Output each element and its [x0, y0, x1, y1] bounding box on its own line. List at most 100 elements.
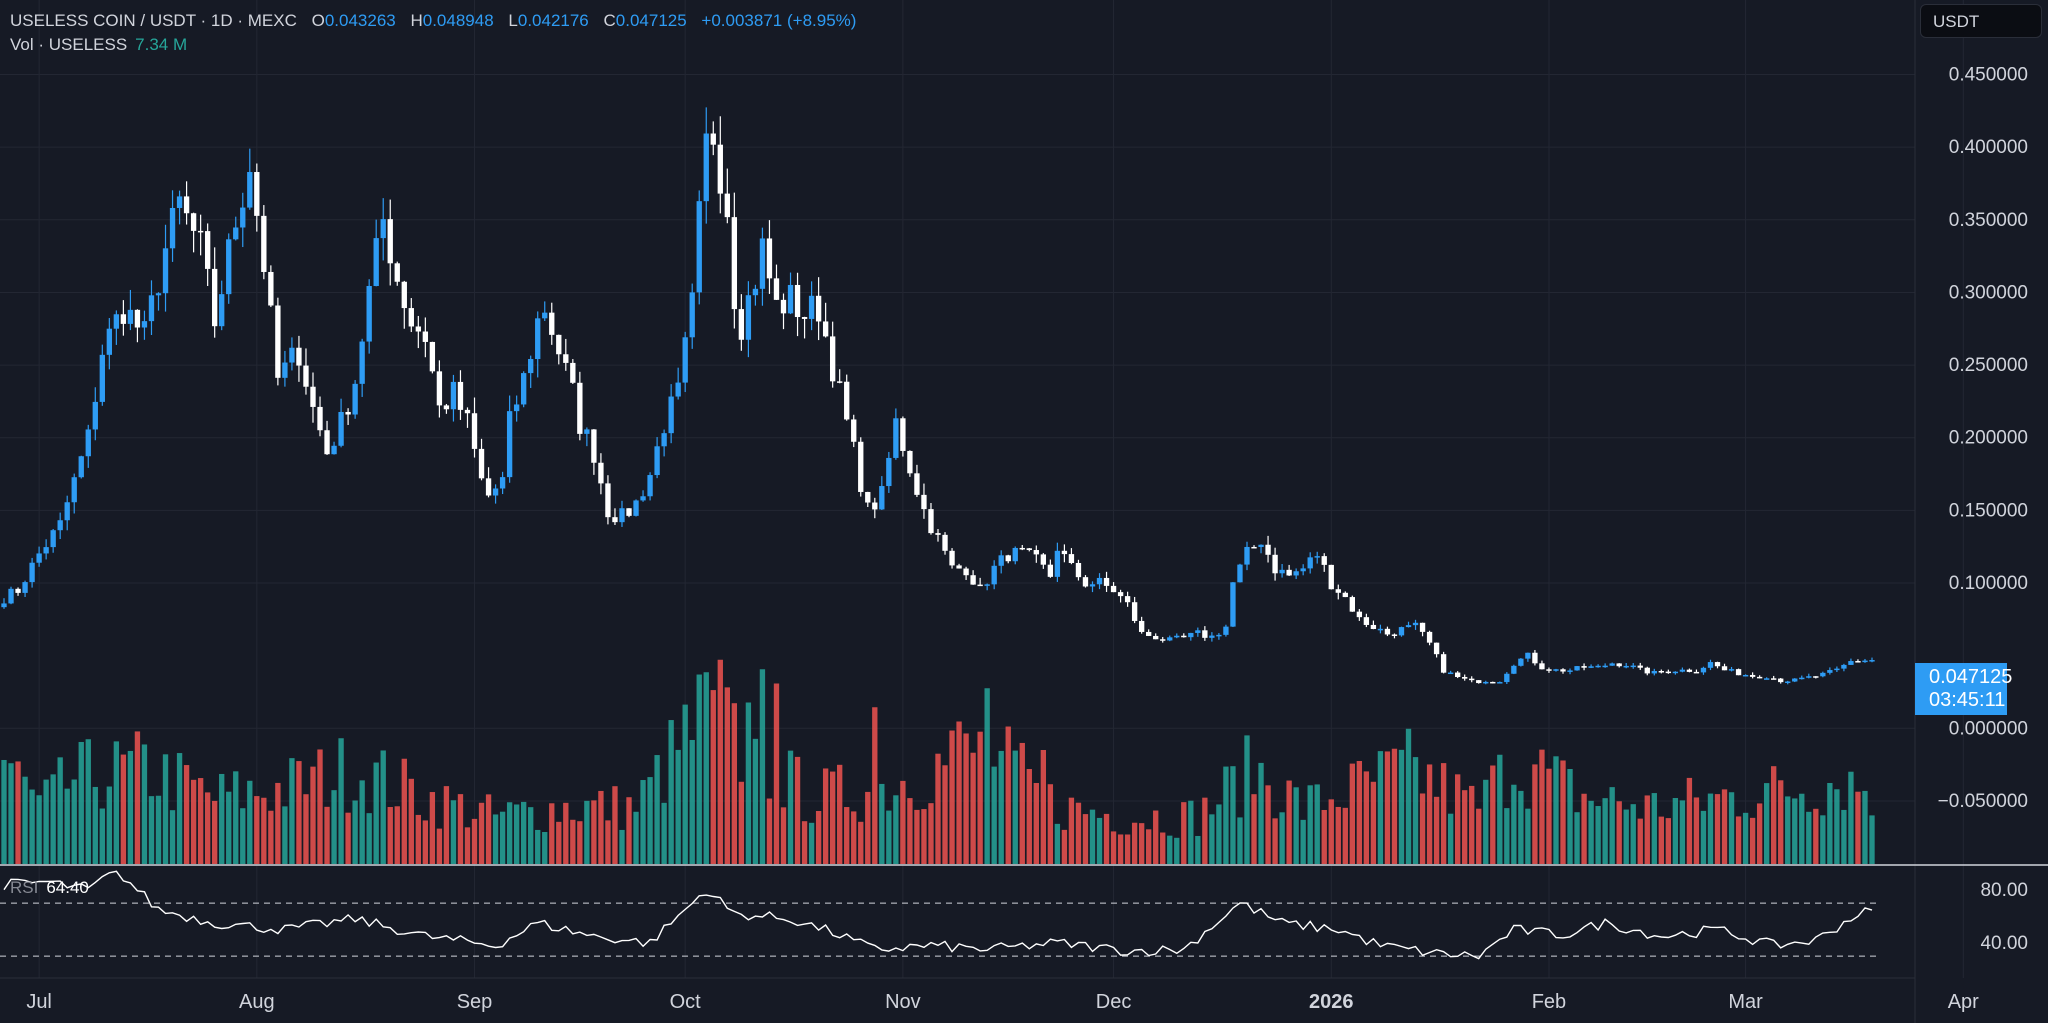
- volume-bar: [837, 764, 843, 864]
- candle-body: [450, 381, 457, 410]
- volume-bar: [43, 779, 49, 864]
- candle-body: [219, 294, 225, 327]
- candle-body: [1567, 670, 1573, 672]
- candle-body: [1384, 628, 1391, 635]
- volume-bar: [935, 753, 941, 864]
- candle-body: [380, 219, 386, 239]
- time-axis-labels: Jul Aug Sep Oct Nov Dec 2026 Feb Mar Apr: [26, 991, 1979, 1013]
- volume-bar: [1089, 809, 1096, 864]
- candle-body: [724, 193, 730, 218]
- volume-bar: [640, 780, 646, 864]
- volume-bar: [85, 739, 91, 864]
- candle-body: [359, 341, 365, 384]
- volume-bar: [1061, 829, 1068, 864]
- candle-body: [1230, 582, 1236, 627]
- candle-body: [1286, 569, 1292, 576]
- candle-body: [43, 547, 49, 554]
- volume-bar: [317, 749, 323, 864]
- candle-body: [591, 429, 597, 463]
- volume-bar: [886, 810, 892, 864]
- candle-body: [1328, 564, 1334, 590]
- candle-body: [71, 477, 77, 503]
- volume-label: Vol · USELESS: [10, 35, 128, 54]
- volume-bar: [499, 811, 506, 864]
- volume-bar: [1693, 797, 1700, 864]
- candle-body: [654, 446, 660, 476]
- volume-bar: [1672, 798, 1679, 864]
- candle-body: [984, 584, 990, 586]
- volume-bar: [106, 786, 113, 864]
- volume-bar: [1040, 750, 1047, 864]
- candle-body: [1131, 602, 1138, 621]
- volume-bar: [858, 821, 864, 864]
- volume-bar: [92, 786, 98, 864]
- candle-body: [394, 263, 400, 282]
- candle-body: [675, 382, 681, 397]
- candle-body: [1749, 674, 1756, 677]
- volume-bar: [1251, 794, 1257, 864]
- candle-body: [893, 418, 899, 458]
- volume-bar: [1307, 785, 1313, 864]
- candle-body: [366, 286, 372, 342]
- volume-bar: [1321, 809, 1327, 864]
- volume-bar: [1728, 792, 1735, 864]
- volume-bar: [506, 802, 513, 864]
- bar-countdown: 03:45:11: [1929, 689, 2006, 711]
- volume-bar: [1827, 782, 1833, 864]
- volume-bar: [1005, 726, 1011, 864]
- volume-bar: [1293, 787, 1299, 864]
- volume-bar: [471, 818, 478, 864]
- candle-body: [1763, 678, 1770, 680]
- volume-bar: [1806, 811, 1812, 864]
- candle-body: [907, 450, 913, 474]
- candle-body: [1778, 678, 1784, 683]
- volume-bar: [282, 806, 288, 864]
- volume-bar: [1314, 784, 1320, 864]
- candle-body: [289, 347, 295, 363]
- volume-bar: [183, 765, 190, 864]
- time-tick-label: 2026: [1309, 991, 1354, 1013]
- candle-body: [1398, 627, 1405, 636]
- time-tick-label: Sep: [457, 991, 493, 1013]
- candle-body: [268, 271, 274, 306]
- volume-bar: [1637, 818, 1643, 864]
- candle-body: [1153, 635, 1159, 640]
- volume-bar: [844, 807, 850, 864]
- volume-bar: [1272, 818, 1278, 864]
- candle-body: [1419, 622, 1426, 632]
- volume-bar: [1771, 766, 1777, 864]
- volume-bar: [1504, 808, 1510, 864]
- volume-bar: [478, 802, 485, 864]
- candle-body: [338, 411, 344, 446]
- candle-body: [169, 207, 176, 249]
- candle-body: [822, 321, 829, 337]
- volume-bar: [57, 757, 63, 864]
- volume-bar: [1595, 806, 1601, 864]
- volume-bar: [822, 768, 829, 864]
- candle-body: [324, 430, 330, 455]
- candle-body: [78, 456, 84, 478]
- candle-body: [556, 334, 562, 355]
- candle-body: [598, 462, 604, 484]
- volume-bar: [584, 800, 590, 864]
- candle-body: [829, 336, 836, 382]
- volume-bar: [1707, 793, 1714, 864]
- candle-body: [1651, 670, 1657, 674]
- volume-bar: [675, 749, 681, 864]
- volume-bar: [1342, 807, 1348, 864]
- last-price: 0.047125: [1929, 666, 2013, 688]
- candle-body: [8, 588, 14, 604]
- low-value: 0.042176: [517, 11, 589, 30]
- candle-body: [696, 201, 702, 293]
- price-tick-label: 0.350000: [1949, 210, 2028, 231]
- candle-body: [773, 278, 780, 300]
- currency-button[interactable]: USDT: [1920, 4, 2042, 38]
- volume-bar: [443, 786, 450, 864]
- volume-bar: [1110, 831, 1117, 864]
- volume-bar: [1490, 765, 1496, 864]
- volume-bar: [1532, 764, 1538, 864]
- candle-body: [1602, 665, 1608, 668]
- candle-body: [1047, 564, 1054, 577]
- candle-body: [1195, 630, 1201, 633]
